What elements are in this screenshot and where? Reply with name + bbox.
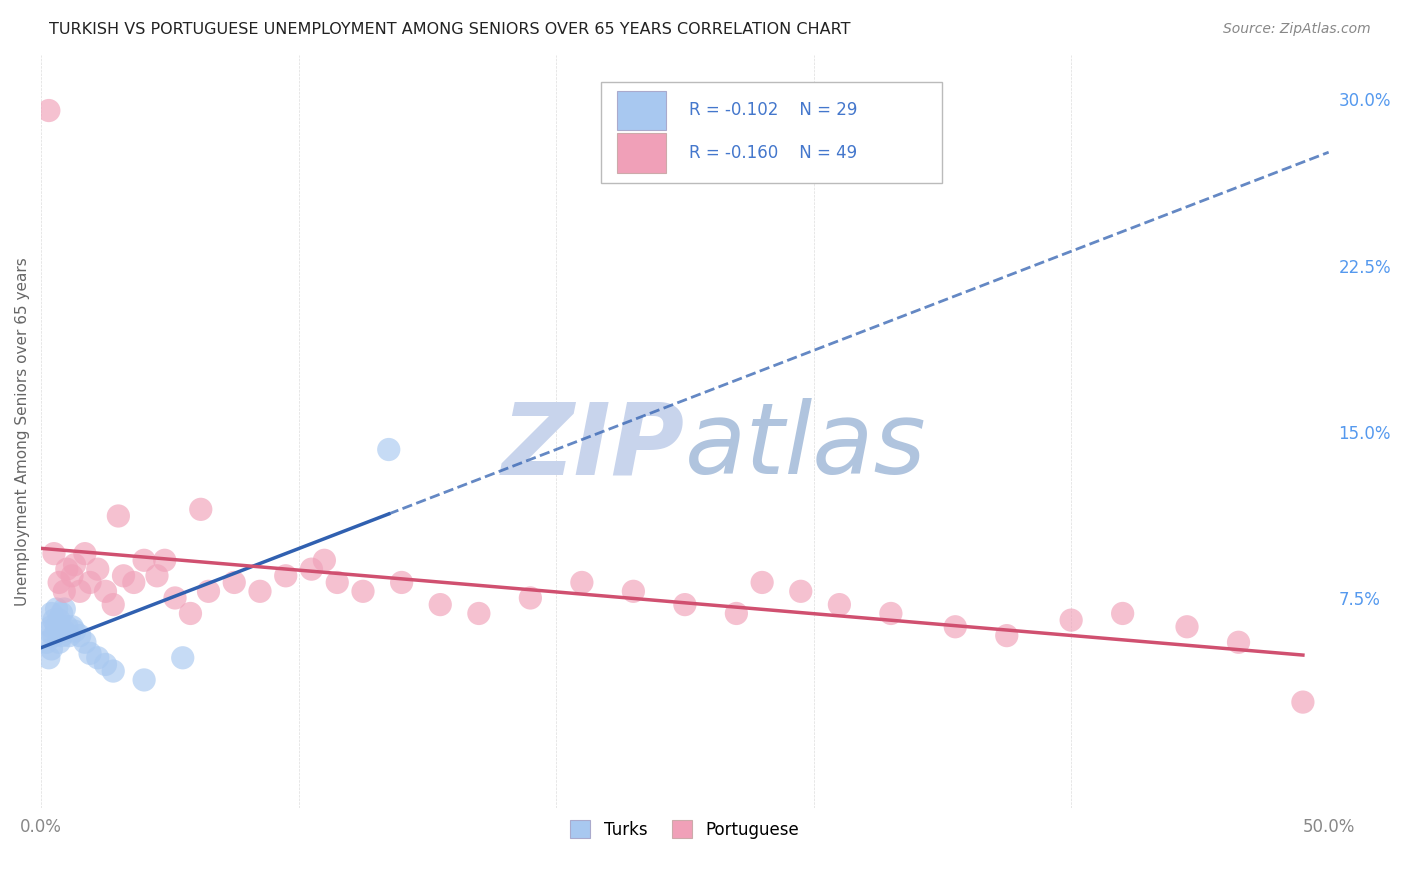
Text: TURKISH VS PORTUGUESE UNEMPLOYMENT AMONG SENIORS OVER 65 YEARS CORRELATION CHART: TURKISH VS PORTUGUESE UNEMPLOYMENT AMONG… — [49, 22, 851, 37]
Text: atlas: atlas — [685, 399, 927, 495]
Point — [751, 575, 773, 590]
Text: Source: ZipAtlas.com: Source: ZipAtlas.com — [1223, 22, 1371, 37]
Point — [1175, 620, 1198, 634]
Point — [197, 584, 219, 599]
Point — [73, 635, 96, 649]
Point — [58, 629, 80, 643]
Point — [51, 629, 73, 643]
Point — [468, 607, 491, 621]
Point — [673, 598, 696, 612]
Point — [190, 502, 212, 516]
Legend: Turks, Portuguese: Turks, Portuguese — [564, 814, 806, 846]
Point — [519, 591, 541, 605]
FancyBboxPatch shape — [617, 134, 665, 173]
Point — [1111, 607, 1133, 621]
Point — [53, 584, 76, 599]
Point — [53, 602, 76, 616]
Point — [51, 607, 73, 621]
Point — [429, 598, 451, 612]
Point — [153, 553, 176, 567]
Point — [391, 575, 413, 590]
Point — [87, 562, 110, 576]
Point — [621, 584, 644, 599]
Point — [132, 553, 155, 567]
Point — [60, 620, 83, 634]
Text: ZIP: ZIP — [502, 399, 685, 495]
Point — [48, 635, 70, 649]
Point — [94, 657, 117, 672]
Point — [828, 598, 851, 612]
Point — [63, 558, 86, 572]
FancyBboxPatch shape — [617, 91, 665, 129]
Point — [163, 591, 186, 605]
Point — [790, 584, 813, 599]
Point — [122, 575, 145, 590]
Point — [42, 613, 65, 627]
Text: R = -0.102    N = 29: R = -0.102 N = 29 — [689, 101, 858, 120]
Point — [274, 569, 297, 583]
Point — [107, 508, 129, 523]
Y-axis label: Unemployment Among Seniors over 65 years: Unemployment Among Seniors over 65 years — [15, 258, 30, 607]
Point — [48, 613, 70, 627]
Point — [725, 607, 748, 621]
Point — [103, 664, 125, 678]
Point — [87, 650, 110, 665]
Point — [45, 602, 67, 616]
Point — [79, 575, 101, 590]
Point — [943, 620, 966, 634]
Point — [35, 635, 58, 649]
Point — [56, 562, 79, 576]
Point — [112, 569, 135, 583]
Point — [880, 607, 903, 621]
Point — [38, 103, 60, 118]
Point — [45, 620, 67, 634]
Point — [301, 562, 323, 576]
Point — [179, 607, 201, 621]
Point — [1292, 695, 1315, 709]
FancyBboxPatch shape — [602, 81, 942, 183]
Point — [56, 620, 79, 634]
Point — [103, 598, 125, 612]
Point — [132, 673, 155, 687]
Point — [94, 584, 117, 599]
Point — [352, 584, 374, 599]
Point — [249, 584, 271, 599]
Point — [326, 575, 349, 590]
Point — [995, 629, 1018, 643]
Point — [38, 650, 60, 665]
Point — [314, 553, 336, 567]
Point — [41, 641, 63, 656]
Point — [73, 547, 96, 561]
Point — [38, 624, 60, 639]
Point — [79, 646, 101, 660]
Point — [571, 575, 593, 590]
Point — [53, 624, 76, 639]
Point — [172, 650, 194, 665]
Point — [224, 575, 246, 590]
Point — [63, 624, 86, 639]
Point — [69, 584, 91, 599]
Point — [41, 620, 63, 634]
Point — [48, 575, 70, 590]
Point — [146, 569, 169, 583]
Point — [60, 569, 83, 583]
Point — [69, 629, 91, 643]
Point — [1060, 613, 1083, 627]
Text: R = -0.160    N = 49: R = -0.160 N = 49 — [689, 145, 856, 162]
Point — [42, 547, 65, 561]
Point — [41, 607, 63, 621]
Point — [42, 629, 65, 643]
Point — [1227, 635, 1250, 649]
Point — [377, 442, 399, 457]
